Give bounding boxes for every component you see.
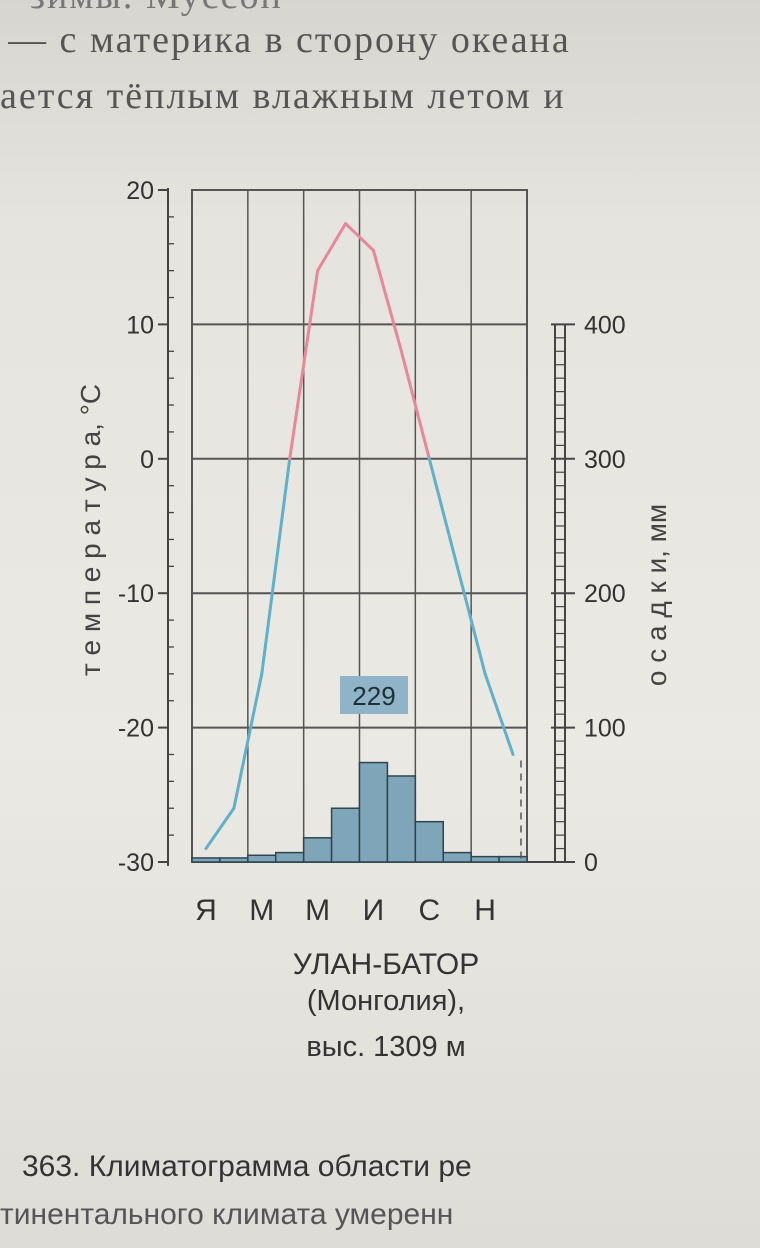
month-label: С xyxy=(418,894,440,927)
month-label: М xyxy=(249,894,274,927)
temperature-tick-label: -30 xyxy=(118,849,154,877)
precipitation-bar xyxy=(358,761,389,863)
figure-caption: 363. Климатограмма области ре xyxy=(22,1150,472,1183)
temperature-segment-cold xyxy=(427,457,459,568)
precipitation-bar xyxy=(247,854,277,863)
annual-precipitation-value: 229 xyxy=(352,681,395,711)
body-text-line: зимы. Муссон xyxy=(30,0,760,18)
temperature-segment-cold xyxy=(204,806,236,851)
temperature-segment-warm xyxy=(371,248,403,353)
temperature-tick-label: 10 xyxy=(126,311,154,339)
precipitation-bar xyxy=(414,820,445,863)
month-label: Я xyxy=(195,894,217,927)
temperature-segment-cold xyxy=(260,457,292,676)
precipitation-bar xyxy=(219,857,249,863)
precipitation-bar xyxy=(470,855,500,863)
temperature-segment-cold xyxy=(232,672,264,810)
month-label: Н xyxy=(474,894,496,927)
body-text-line: — с материка в сторону океана xyxy=(8,19,571,61)
precipitation-tick-label: 100 xyxy=(584,715,626,743)
temperature-axis-title: т е м п е р а т у р а, °С xyxy=(75,384,106,676)
precipitation-bar xyxy=(386,775,417,863)
temperature-tick-label: 0 xyxy=(140,446,154,474)
temperature-segment-warm xyxy=(399,349,431,461)
chart-axes xyxy=(158,188,575,866)
temperature-segment-warm xyxy=(344,222,375,252)
precipitation-bar xyxy=(302,837,333,863)
temperature-segment-cold xyxy=(483,672,515,756)
month-label: М xyxy=(305,894,330,927)
precipitation-tick-label: 0 xyxy=(584,849,598,877)
precipitation-tick-label: 300 xyxy=(584,446,626,474)
chart-grid xyxy=(191,189,528,863)
annual-precipitation-box xyxy=(340,676,408,714)
precipitation-axis-title: о с а д к и, мм xyxy=(641,504,672,686)
precipitation-bars xyxy=(191,761,528,863)
precipitation-tick-label: 400 xyxy=(584,311,626,339)
temperature-line xyxy=(204,222,522,862)
temperature-segment-cold xyxy=(455,564,487,676)
precipitation-bar xyxy=(191,857,221,863)
temperature-segment-warm xyxy=(288,269,320,461)
precipitation-bar xyxy=(330,807,361,863)
temperature-segment-warm xyxy=(316,222,348,273)
precipitation-tick-label: 200 xyxy=(584,580,626,608)
precipitation-bar xyxy=(442,851,472,863)
body-text-line: ается тёплым влажным летом и xyxy=(0,75,566,117)
figure-caption-continued: тинентального климата умеренн xyxy=(0,1198,454,1231)
precipitation-bar xyxy=(275,851,305,863)
temperature-tick-label: -10 xyxy=(118,580,154,608)
station-label: УЛАН-БАТОР xyxy=(293,948,479,981)
temperature-tick-label: -20 xyxy=(118,715,154,743)
temperature-tick-label: 20 xyxy=(126,177,154,205)
station-label: выс. 1309 м xyxy=(306,1031,465,1063)
station-label: (Монголия), xyxy=(307,985,465,1017)
precipitation-bar xyxy=(498,855,528,863)
month-label: И xyxy=(363,894,385,927)
